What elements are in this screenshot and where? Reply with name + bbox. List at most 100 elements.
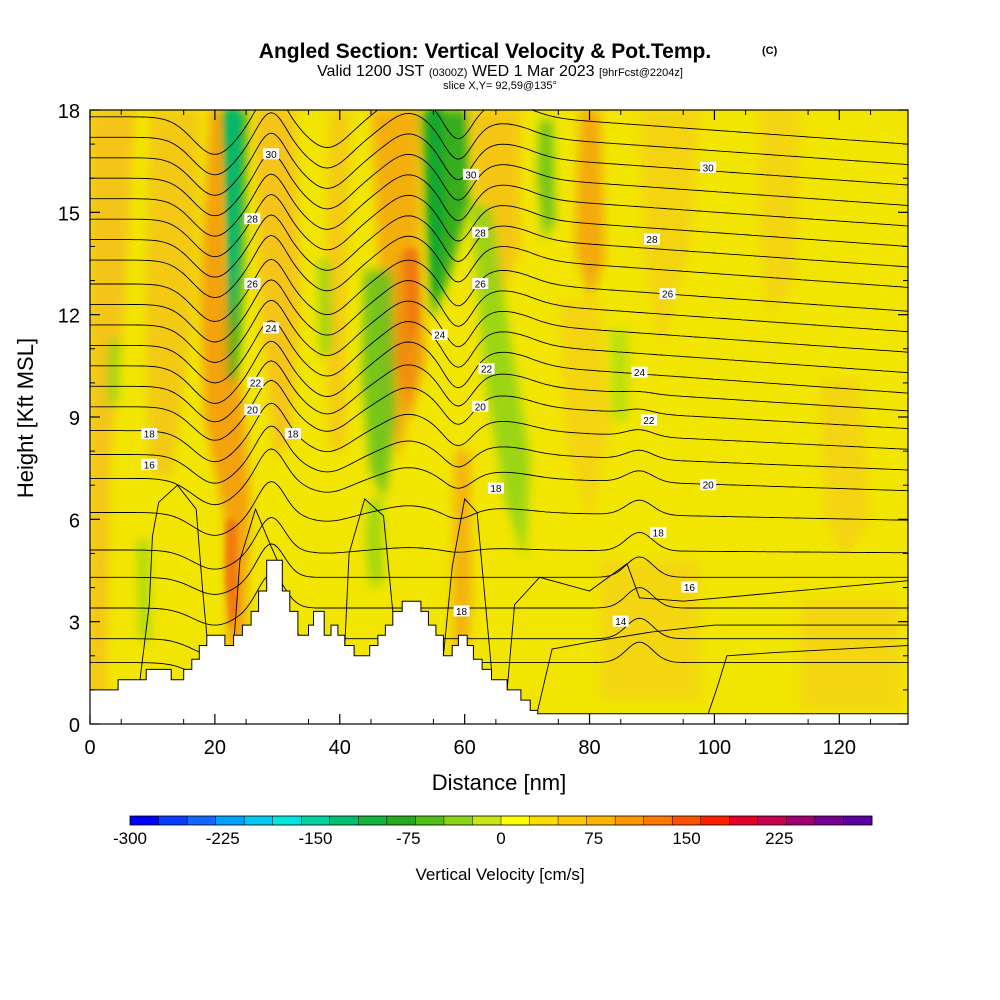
contour-label-text: 16 xyxy=(684,583,696,594)
x-tick-label: 20 xyxy=(204,737,226,759)
updraft-core xyxy=(225,520,238,630)
colorbar-swatch xyxy=(187,816,216,825)
contour-label-text: 16 xyxy=(144,460,156,471)
plot-area: 30 30 30 28 28 28 26 26 26 24 24 24 22 22 22 20 20 20 18 18… xyxy=(90,110,908,724)
isentrope-line xyxy=(442,497,492,670)
colorbar-swatch xyxy=(158,816,188,825)
colorbar-swatch xyxy=(843,816,873,825)
contour-label-bg xyxy=(244,213,261,225)
colorbar-tick-label: -150 xyxy=(298,829,332,848)
contour-label-bg xyxy=(659,288,676,300)
y-tick-label: 9 xyxy=(69,408,80,430)
downdraft-band xyxy=(610,330,628,420)
contour-label-text: 18 xyxy=(490,484,502,495)
isentrope-line xyxy=(90,153,908,217)
colorbar-swatch xyxy=(386,816,416,825)
downdraft-band xyxy=(318,260,332,360)
contour-label: 14 xyxy=(612,615,629,628)
contour-label-bg xyxy=(244,404,261,416)
x-axis-label: Distance [nm] xyxy=(432,770,567,795)
contour-label-bg xyxy=(643,233,660,245)
y-axis-label: Height [Kft MSL] xyxy=(13,338,38,498)
contour-label-text: 28 xyxy=(646,235,658,246)
contour-label: 16 xyxy=(141,458,158,471)
contour-label: 18 xyxy=(650,526,667,539)
colorbar-tick-label: -300 xyxy=(113,829,147,848)
contour-label: 22 xyxy=(247,376,264,389)
x-tick-label: 40 xyxy=(329,737,351,759)
contour-label: 22 xyxy=(478,363,495,376)
isentrope-line xyxy=(90,299,908,363)
colorbar-tick-label: 75 xyxy=(584,829,603,848)
contour-label-text: 20 xyxy=(475,402,487,413)
downdraft-band xyxy=(138,540,150,640)
isentrope-line xyxy=(344,498,394,646)
contour-label-bg xyxy=(700,479,717,491)
slice-label: slice X,Y= 92,59@135° xyxy=(443,80,557,92)
colorbar-tick-label: 225 xyxy=(765,829,793,848)
contour-label-bg xyxy=(141,458,158,470)
colorbar-tick-label: 0 xyxy=(496,829,505,848)
contour-label-text: 28 xyxy=(475,228,487,239)
terrain-mask xyxy=(90,559,908,724)
colorbar-swatch xyxy=(501,816,530,825)
contour-labels: 30 30 30 28 28 28 26 26 26 24 24 24 22 22 22 20 20 20 18 18… xyxy=(141,148,717,628)
colorbar-swatch xyxy=(586,816,616,825)
colorbar-swatch xyxy=(415,816,445,825)
contour-label-text: 18 xyxy=(653,528,665,539)
contour-label-bg xyxy=(472,400,489,412)
contour-label-bg xyxy=(244,277,261,289)
contour-label-text: 26 xyxy=(475,279,487,290)
colorbar-swatch xyxy=(786,816,816,825)
contour-label: 18 xyxy=(284,428,301,441)
contour-label: 30 xyxy=(462,168,479,181)
contour-label-bg xyxy=(284,428,301,440)
contour-label: 24 xyxy=(631,366,648,379)
colorbar-tick-label: -225 xyxy=(206,829,240,848)
isentrope-line xyxy=(90,574,908,626)
colorbar-swatch xyxy=(672,816,702,825)
isentrope-line xyxy=(707,645,908,714)
contour-label-bg xyxy=(612,615,629,627)
downdraft-band xyxy=(362,270,396,500)
downdraft-core xyxy=(226,110,238,330)
isentrope-line xyxy=(90,214,908,278)
contour-label-text: 30 xyxy=(465,170,477,181)
isentrope-line xyxy=(90,481,908,536)
contour-label-bg xyxy=(681,581,698,593)
contour-label-text: 18 xyxy=(456,607,468,618)
y-tick-label: 6 xyxy=(69,510,80,532)
isentrope-line xyxy=(90,517,908,570)
x-tick-label: 60 xyxy=(454,737,476,759)
isentrope-line xyxy=(537,624,908,711)
updraft-band xyxy=(800,600,900,710)
updraft-band xyxy=(820,380,870,560)
contour-label-text: 22 xyxy=(250,378,262,389)
contour-label: 30 xyxy=(263,148,280,161)
updraft-band xyxy=(452,450,472,680)
colorbar-swatch xyxy=(729,816,759,825)
contour-label-bg xyxy=(141,428,158,440)
isentrope-line xyxy=(90,132,908,196)
isentrope-line xyxy=(90,235,908,299)
colorbar-swatch xyxy=(472,816,502,825)
isentrope-line xyxy=(90,279,908,343)
colorbar-tick-label: 150 xyxy=(672,829,700,848)
contour-label: 30 xyxy=(700,161,717,174)
colorbar-swatch xyxy=(615,816,644,825)
contour-label: 26 xyxy=(659,288,676,301)
contour-label-text: 22 xyxy=(643,416,655,427)
contour-label: 28 xyxy=(472,226,489,239)
contour-label-text: 24 xyxy=(266,324,278,335)
contour-label: 20 xyxy=(244,404,261,417)
contour-label-bg xyxy=(453,605,470,617)
contour-label: 20 xyxy=(700,479,717,492)
isentrope-line xyxy=(90,112,908,176)
colorbar-swatch xyxy=(443,816,473,825)
colorbar-swatch xyxy=(272,816,302,825)
downdraft-band xyxy=(366,500,383,590)
colorbar-swatch xyxy=(757,816,787,825)
contour-label-bg xyxy=(263,322,280,334)
colorbar-swatch xyxy=(215,816,245,825)
